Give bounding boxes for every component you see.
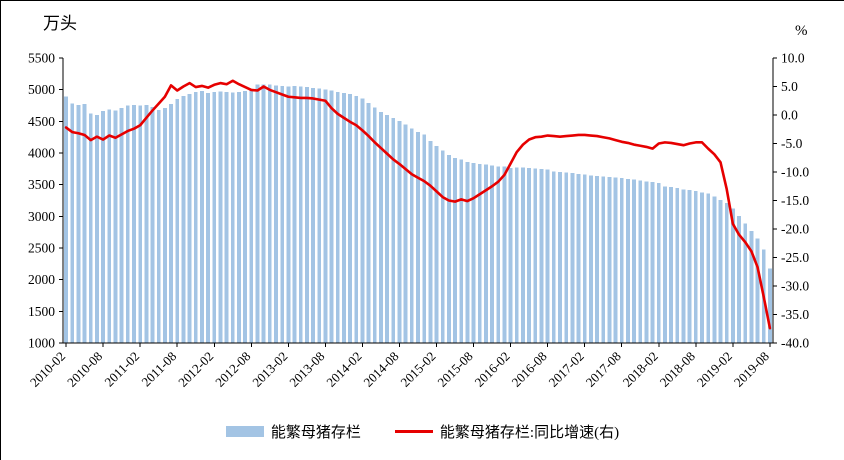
svg-text:2013-08: 2013-08 — [286, 349, 327, 390]
svg-text:2019-02: 2019-02 — [694, 349, 735, 390]
svg-text:-35.0: -35.0 — [781, 307, 809, 322]
svg-text:5.0: 5.0 — [781, 79, 798, 94]
svg-text:2016-02: 2016-02 — [471, 349, 512, 390]
legend-label-bars: 能繁母猪存栏 — [270, 425, 361, 441]
svg-text:2000: 2000 — [28, 272, 55, 287]
legend-label-line: 能繁母猪存栏:同比增速(右) — [439, 425, 620, 441]
legend-item-line: 能繁母猪存栏:同比增速(右) — [394, 421, 620, 442]
svg-text:-5.0: -5.0 — [781, 136, 803, 151]
bar-series-swatch — [225, 426, 264, 437]
svg-text:2019-08: 2019-08 — [731, 349, 772, 390]
svg-text:3000: 3000 — [28, 209, 55, 224]
svg-text:-20.0: -20.0 — [781, 222, 809, 237]
chart-svg: 5500 5000 4500 4000 3500 3000 2500 2000 1500 1000… — [27, 51, 809, 390]
svg-text:-25.0: -25.0 — [781, 250, 809, 265]
legend-item-bars: 能繁母猪存栏 — [225, 421, 361, 442]
svg-text:10.0: 10.0 — [781, 51, 805, 66]
svg-text:2012-02: 2012-02 — [175, 349, 216, 390]
svg-text:-15.0: -15.0 — [781, 193, 809, 208]
svg-text:-40.0: -40.0 — [781, 336, 809, 351]
svg-text:2013-02: 2013-02 — [249, 349, 290, 390]
x-axis-labels: 2010-022010-082011-022011-082012-022012-… — [27, 349, 772, 390]
svg-text:3500: 3500 — [28, 177, 55, 192]
svg-text:2014-08: 2014-08 — [360, 349, 401, 390]
bar-series — [64, 84, 772, 344]
svg-text:2015-08: 2015-08 — [434, 349, 475, 390]
axes — [59, 57, 777, 347]
svg-text:-30.0: -30.0 — [781, 279, 809, 294]
svg-text:2014-02: 2014-02 — [323, 349, 364, 390]
svg-text:2018-08: 2018-08 — [657, 349, 698, 390]
svg-text:4000: 4000 — [28, 146, 55, 161]
svg-text:2018-02: 2018-02 — [620, 349, 661, 390]
right-axis-unit-label: % — [795, 23, 808, 39]
svg-text:4500: 4500 — [28, 114, 55, 129]
svg-text:2010-08: 2010-08 — [64, 349, 105, 390]
line-series-swatch — [394, 430, 433, 433]
svg-text:-10.0: -10.0 — [781, 165, 809, 180]
svg-text:2016-08: 2016-08 — [509, 349, 550, 390]
growth-line — [64, 79, 772, 330]
right-axis-labels: 10.0 5.0 0.0 -5.0 -10.0 -15.0 -20.0 -25.0 -30.0 -… — [781, 51, 809, 351]
svg-text:1500: 1500 — [28, 304, 55, 319]
svg-text:2500: 2500 — [28, 241, 55, 256]
svg-text:5500: 5500 — [28, 51, 55, 66]
left-axis-unit-label: 万头 — [43, 14, 77, 33]
svg-text:2015-02: 2015-02 — [397, 349, 438, 390]
svg-text:2010-02: 2010-02 — [27, 349, 68, 390]
svg-text:2011-02: 2011-02 — [101, 349, 142, 390]
svg-text:2012-08: 2012-08 — [212, 349, 253, 390]
svg-text:5000: 5000 — [28, 82, 55, 97]
svg-text:1000: 1000 — [28, 336, 55, 351]
left-axis-labels: 5500 5000 4500 4000 3500 3000 2500 2000 1500 1000 — [28, 51, 55, 351]
chart-legend: 能繁母猪存栏 能繁母猪存栏:同比增速(右) — [1, 421, 844, 442]
svg-text:2017-02: 2017-02 — [546, 349, 587, 390]
svg-text:0.0: 0.0 — [781, 108, 798, 123]
svg-text:2017-08: 2017-08 — [583, 349, 624, 390]
svg-text:2011-08: 2011-08 — [138, 349, 179, 390]
